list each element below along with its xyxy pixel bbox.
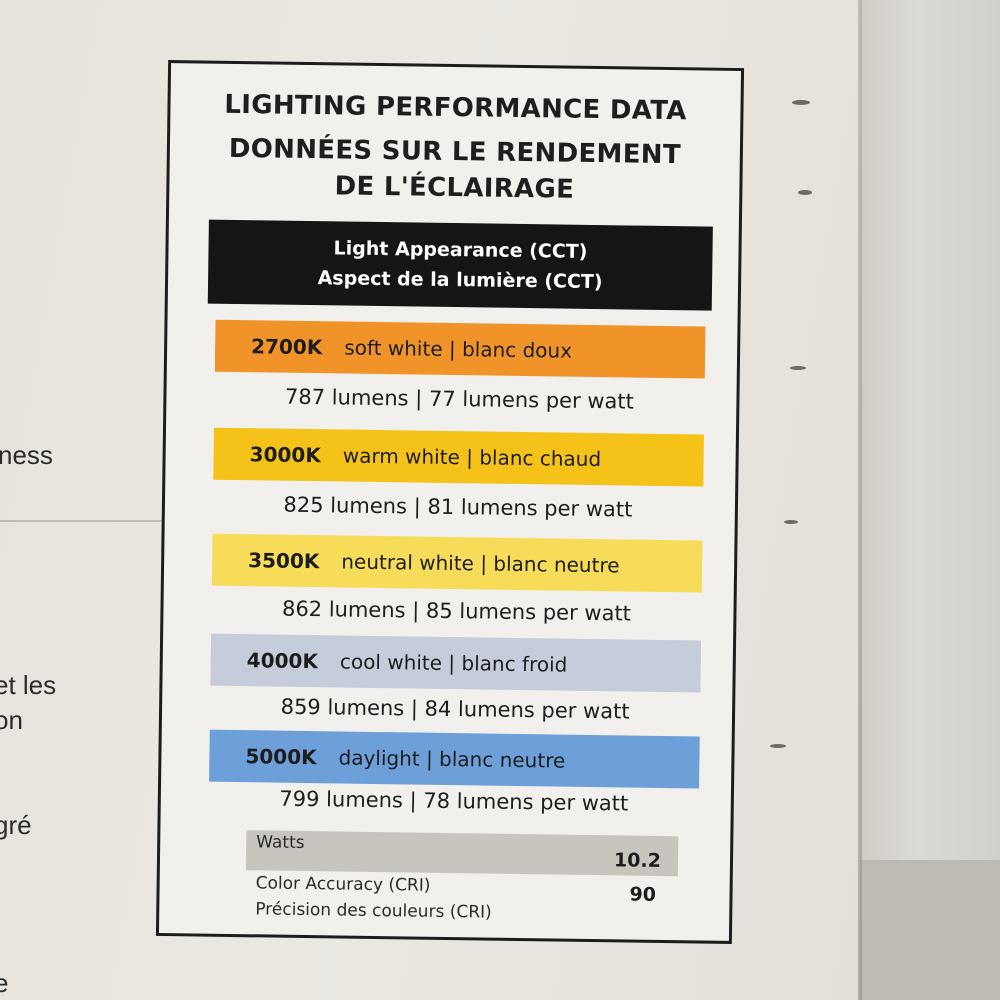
panel-title-fr-2: DE L'ÉCLAIRAGE bbox=[334, 171, 575, 205]
cri-value: 90 bbox=[629, 883, 657, 906]
lumens-row-4000k: 859 lumens | 84 lumens per watt bbox=[280, 694, 630, 724]
lumens-row-5000k: 799 lumens | 78 lumens per watt bbox=[279, 786, 629, 816]
panel-title-en: LIGHTING PERFORMANCE DATA bbox=[224, 89, 687, 127]
cri-label-en: Color Accuracy (CRI) bbox=[255, 873, 431, 896]
watts-label: Watts bbox=[256, 832, 305, 854]
cct-temp: 2700K bbox=[250, 334, 323, 360]
cutoff-text-5: e bbox=[0, 968, 9, 998]
cct-temp: 4000K bbox=[246, 648, 319, 674]
box-speck bbox=[784, 520, 798, 524]
cri-label: Color Accuracy (CRI) Précision des coule… bbox=[255, 870, 492, 925]
lumens-row-3500k: 862 lumens | 85 lumens per watt bbox=[281, 596, 632, 626]
box-speck bbox=[798, 190, 812, 195]
box-crease bbox=[0, 520, 240, 522]
cct-name: neutral white | blanc neutre bbox=[341, 549, 620, 578]
box-speck bbox=[790, 366, 806, 370]
cct-name: warm white | blanc chaud bbox=[342, 443, 602, 472]
box-side-face bbox=[860, 0, 1000, 1000]
panel-title-fr-1: DONNÉES SUR LE RENDEMENT bbox=[228, 133, 682, 171]
cct-name: cool white | blanc froid bbox=[339, 649, 568, 677]
cct-header-bar: Light Appearance (CCT) Aspect de la lumi… bbox=[207, 219, 713, 311]
cutoff-text-4: gré bbox=[0, 810, 32, 840]
cct-row-2700k: 2700K soft white | blanc doux bbox=[214, 319, 706, 379]
cct-row-3500k: 3500K neutral white | blanc neutre bbox=[211, 533, 703, 593]
cct-temp: 5000K bbox=[245, 744, 317, 770]
background-floor bbox=[860, 860, 1000, 1000]
lighting-data-panel: LIGHTING PERFORMANCE DATA DONNÉES SUR LE… bbox=[155, 60, 745, 944]
box-speck bbox=[770, 744, 786, 748]
cutoff-text-1: ness bbox=[0, 440, 53, 470]
cct-header-fr: Aspect de la lumière (CCT) bbox=[317, 267, 603, 294]
cct-temp: 3500K bbox=[248, 548, 320, 574]
cri-label-fr: Précision des couleurs (CRI) bbox=[255, 899, 492, 923]
box-edge bbox=[858, 0, 862, 1000]
lumens-row-3000k: 825 lumens | 81 lumens per watt bbox=[283, 492, 633, 522]
cutoff-text-3: on bbox=[0, 705, 23, 735]
lumens-row-2700k: 787 lumens | 77 lumens per watt bbox=[284, 384, 635, 414]
cct-row-4000k: 4000K cool white | blanc froid bbox=[210, 633, 702, 693]
cutoff-text-2: et les bbox=[0, 670, 57, 700]
cct-name: soft white | blanc doux bbox=[344, 335, 573, 363]
cct-row-5000k: 5000K daylight | blanc neutre bbox=[209, 729, 700, 789]
cct-temp: 3000K bbox=[249, 442, 321, 468]
cct-row-3000k: 3000K warm white | blanc chaud bbox=[213, 427, 704, 487]
box-speck bbox=[792, 100, 810, 105]
cct-name: daylight | blanc neutre bbox=[338, 745, 566, 773]
watts-value: 10.2 bbox=[613, 849, 662, 872]
